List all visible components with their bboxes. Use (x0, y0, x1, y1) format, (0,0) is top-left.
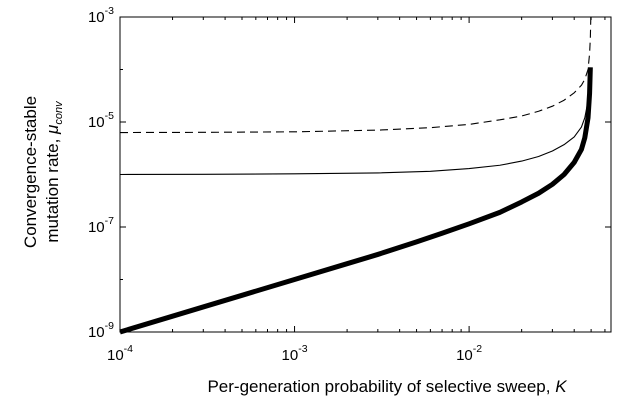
y-tick-label: 10-7 (88, 215, 114, 236)
y-axis-label-line1: Convergence-stable (21, 96, 40, 248)
tick-layer (119, 16, 611, 333)
y-tick-label: 10-9 (88, 320, 114, 341)
y-axis-label-line2-text: mutation rate, (43, 134, 62, 243)
x-axis-label-symbol: K (555, 377, 567, 396)
x-tick-label: 10-4 (107, 343, 133, 364)
series-solid-thin-line (119, 69, 591, 176)
y-axis-label-line2: mutation rate, μconv (43, 100, 65, 243)
x-tick-label: 10-3 (282, 343, 308, 364)
series-dashed-thin-line (119, 16, 592, 134)
series-solid-thick-line (119, 67, 593, 335)
tick-label-layer: 10-4 10-3 10-2 10-9 10-7 10-5 10-3 (88, 5, 482, 364)
y-tick-label: 10-3 (88, 5, 114, 26)
series-layer (119, 16, 593, 335)
y-tick-label: 10-5 (88, 110, 114, 131)
y-axis-label-symbol: μ (43, 124, 62, 135)
x-tick-label: 10-2 (456, 343, 482, 364)
x-axis-label: Per-generation probability of selective … (207, 377, 567, 396)
x-axis-label-text: Per-generation probability of selective … (207, 377, 555, 396)
y-axis-label: Convergence-stable mutation rate, μconv (21, 96, 65, 248)
y-axis-label-subscript: conv (53, 100, 65, 125)
